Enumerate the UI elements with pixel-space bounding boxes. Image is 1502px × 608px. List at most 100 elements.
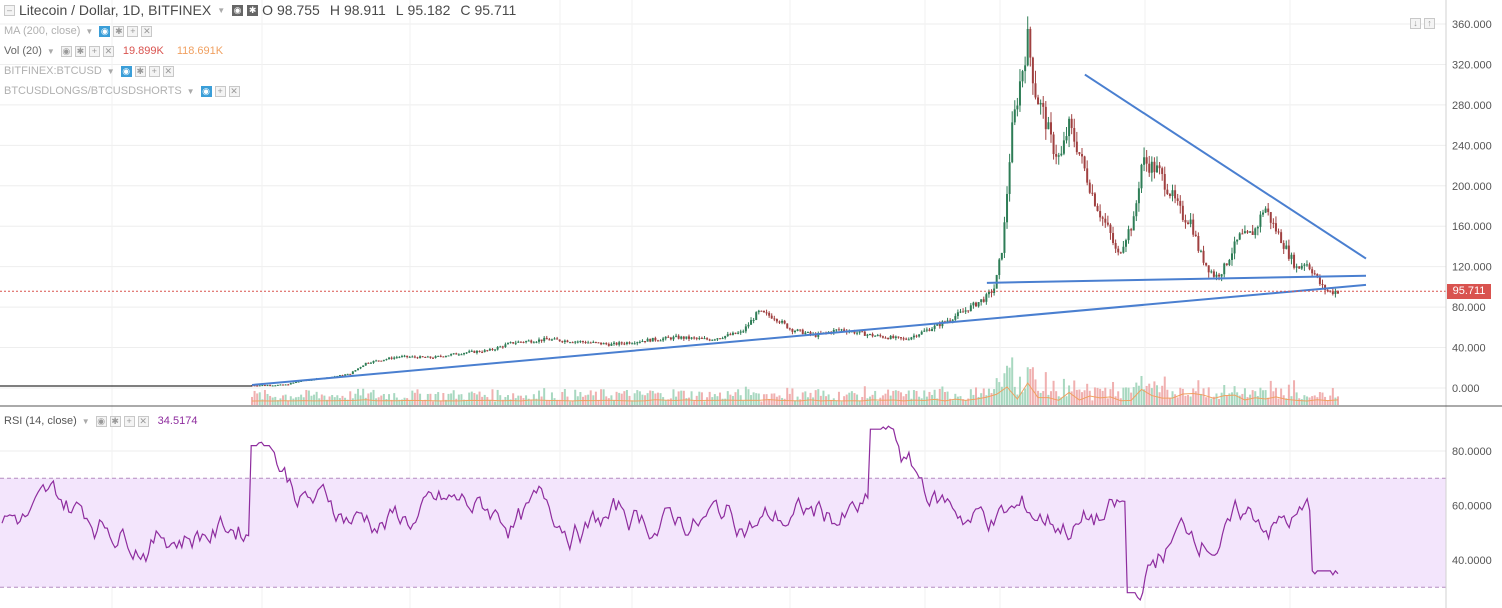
candle-body — [641, 341, 644, 343]
candle-body — [540, 339, 543, 342]
candle-body — [1083, 156, 1086, 169]
trendlines[interactable] — [251, 73, 1367, 386]
move-down-icon[interactable]: ↓ — [1410, 18, 1421, 29]
volume-bar — [519, 395, 522, 405]
eye-icon[interactable]: ◉ — [232, 4, 244, 16]
candle-body — [1104, 218, 1107, 223]
symbol-title[interactable]: Litecoin / Dollar, 1D, BITFINEX — [19, 2, 212, 18]
rsi-label[interactable]: RSI (14, close) — [4, 415, 77, 427]
candle-body — [1233, 241, 1236, 254]
volume-bar — [1158, 392, 1161, 405]
candle-body — [263, 385, 266, 387]
candle-body — [912, 335, 915, 338]
chevron-down-icon[interactable]: ▼ — [217, 5, 226, 15]
candle-body — [615, 342, 618, 345]
rsi-band — [0, 478, 1446, 588]
add-icon[interactable]: + — [123, 415, 135, 427]
volume-bar — [561, 391, 564, 405]
volume-bar — [1218, 398, 1221, 405]
volume-bar — [1280, 388, 1283, 405]
close-icon[interactable]: ✕ — [162, 65, 174, 77]
close-icon[interactable]: ✕ — [137, 415, 149, 427]
move-up-icon[interactable]: ↑ — [1424, 18, 1435, 29]
high-value: 98.911 — [343, 2, 386, 18]
volume-bar — [426, 393, 429, 405]
candle-body — [1238, 233, 1241, 240]
gear-icon[interactable]: ✱ — [247, 4, 259, 16]
indicator-longs-shorts[interactable]: BTCUSDLONGS/BTCUSDSHORTS ▼ ◉ + ✕ — [4, 85, 240, 97]
candle-body — [690, 337, 693, 339]
volume-bar — [1246, 397, 1249, 405]
volume-bar — [1065, 396, 1068, 405]
rsi-legend[interactable]: RSI (14, close) ▼ ◉ ✱ + ✕ 34.5174 — [4, 415, 197, 427]
candle-body — [742, 331, 745, 333]
candle-body — [954, 316, 957, 320]
add-icon[interactable]: + — [88, 45, 100, 57]
trendline-horizontal-support — [986, 274, 1367, 284]
gear-icon[interactable]: ✱ — [113, 25, 125, 37]
eye-icon[interactable]: ◉ — [99, 25, 111, 37]
chevron-down-icon[interactable]: ▼ — [81, 416, 90, 426]
rsi-tick-label: 60.0000 — [1452, 501, 1492, 513]
candle-body — [1171, 190, 1174, 197]
indicator-label[interactable]: BTCUSDLONGS/BTCUSDSHORTS — [4, 85, 182, 97]
volume-bar — [700, 392, 703, 405]
add-icon[interactable]: + — [214, 85, 226, 97]
candle-body — [1324, 285, 1327, 290]
chevron-down-icon[interactable]: ▼ — [85, 26, 94, 36]
gear-icon[interactable]: ✱ — [109, 415, 121, 427]
eye-icon[interactable]: ◉ — [120, 65, 132, 77]
eye-icon[interactable]: ◉ — [200, 85, 212, 97]
candle-body — [1049, 122, 1052, 135]
eye-icon[interactable]: ◉ — [95, 415, 107, 427]
volume-bar — [708, 391, 711, 405]
candle-body — [602, 343, 605, 345]
candle-body — [649, 338, 652, 342]
volume-bar — [364, 397, 367, 405]
add-icon[interactable]: + — [148, 65, 160, 77]
volume-bar — [1181, 388, 1184, 405]
eye-icon[interactable]: ◉ — [60, 45, 72, 57]
volume-bar — [393, 393, 396, 405]
volume-bar — [522, 398, 525, 405]
indicator-label[interactable]: MA (200, close) — [4, 25, 81, 37]
candle-body — [840, 329, 843, 331]
candle-body — [398, 356, 401, 358]
chevron-down-icon[interactable]: ▼ — [186, 86, 195, 96]
candle-body — [706, 338, 709, 340]
candle-body — [977, 302, 980, 307]
collapse-icon[interactable]: – — [4, 4, 15, 16]
volume-bar — [444, 399, 447, 405]
candle-body — [1174, 190, 1177, 199]
close-icon[interactable]: ✕ — [102, 45, 114, 57]
candle-body — [393, 357, 396, 359]
candle-body — [620, 342, 623, 344]
candle-body — [1287, 245, 1290, 259]
gear-icon[interactable]: ✱ — [134, 65, 146, 77]
indicator-ma[interactable]: MA (200, close) ▼ ◉ ✱ + ✕ — [4, 25, 153, 37]
indicator-label[interactable]: Vol (20) — [4, 45, 42, 57]
indicator-vol[interactable]: Vol (20) ▼ ◉ ✱ + ✕ 19.899K 118.691K — [4, 45, 223, 57]
volume-bar — [1119, 398, 1122, 405]
chevron-down-icon[interactable]: ▼ — [106, 66, 115, 76]
candle-body — [734, 332, 737, 334]
indicator-label[interactable]: BITFINEX:BTCUSD — [4, 65, 102, 77]
close-icon[interactable]: ✕ — [228, 85, 240, 97]
rsi-axis[interactable]: 80.0000 60.0000 40.0000 — [1452, 446, 1492, 567]
gear-icon[interactable]: ✱ — [74, 45, 86, 57]
open-label: O — [262, 2, 273, 18]
candle-body — [1011, 122, 1014, 163]
close-icon[interactable]: ✕ — [141, 25, 153, 37]
candle-body — [698, 337, 701, 339]
chevron-down-icon[interactable]: ▼ — [46, 46, 55, 56]
indicator-btcusd[interactable]: BITFINEX:BTCUSD ▼ ◉ ✱ + ✕ — [4, 65, 174, 77]
add-icon[interactable]: + — [127, 25, 139, 37]
volume-bar — [623, 391, 626, 405]
price-axis[interactable]: 360.000 320.000 280.000 240.000 200.000 160.0… — [1452, 19, 1492, 395]
volume-bar — [594, 391, 597, 405]
candle-body — [1161, 168, 1164, 174]
volume-bar — [473, 393, 476, 405]
candle-body — [985, 294, 988, 302]
candle-body — [1158, 165, 1161, 169]
